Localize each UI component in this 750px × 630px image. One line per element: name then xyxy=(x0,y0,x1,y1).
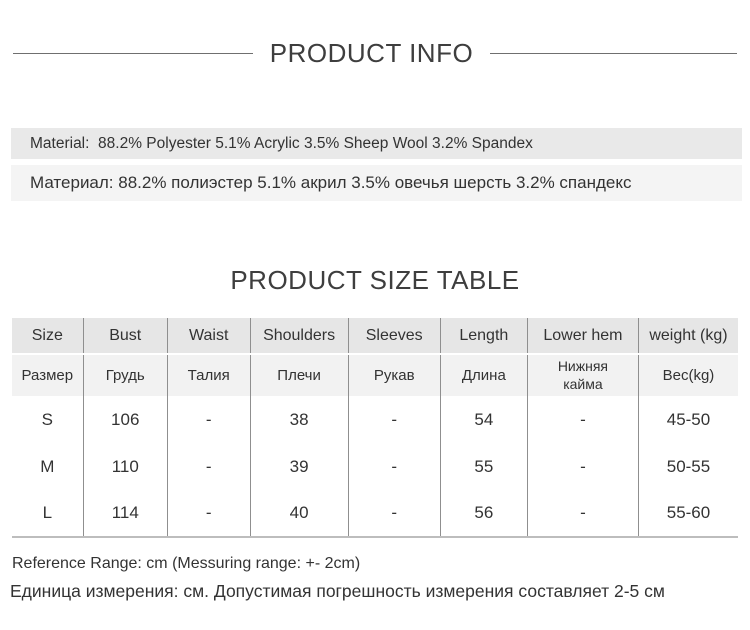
col-header-lowerhem-en: Lower hem xyxy=(526,318,639,355)
col-header-waist-en: Waist xyxy=(166,318,251,355)
title-divider-left xyxy=(13,53,253,54)
cell-weight: 55-60 xyxy=(637,490,738,537)
col-header-bust-en: Bust xyxy=(82,318,168,355)
col-header-sleeves-en: Sleeves xyxy=(347,318,441,355)
size-row-l: L 114 - 40 - 56 - 55-60 xyxy=(12,490,738,537)
cell-size: M xyxy=(12,443,84,490)
size-table-header-ru: Размер Грудь Талия Плечи Рукав Длина Ниж… xyxy=(12,354,738,396)
col-header-weight-en: weight (kg) xyxy=(637,318,738,355)
size-row-s: S 106 - 38 - 54 - 45-50 xyxy=(12,396,738,443)
reference-note-ru: Единица измерения: см. Допустимая погреш… xyxy=(10,581,665,601)
cell-weight: 45-50 xyxy=(637,396,738,443)
cell-size: S xyxy=(12,396,84,443)
col-header-sleeves-ru: Рукав xyxy=(347,354,441,396)
cell-weight: 50-55 xyxy=(637,443,738,490)
product-info-title-row: PRODUCT INFO xyxy=(13,38,737,69)
col-header-lowerhem-ru: Нижняя кайма xyxy=(526,354,639,396)
material-text-en: Material: 88.2% Polyester 5.1% Acrylic 3… xyxy=(11,128,742,159)
size-row-m: M 110 - 39 - 55 - 50-55 xyxy=(12,443,738,490)
cell-waist: - xyxy=(166,490,251,537)
cell-sleeves: - xyxy=(347,396,441,443)
size-table: Size Bust Waist Shoulders Sleeves Length… xyxy=(12,318,738,538)
product-info-title: PRODUCT INFO xyxy=(269,38,474,68)
cell-lowerhem: - xyxy=(526,443,639,490)
col-header-bust-ru: Грудь xyxy=(82,354,168,396)
cell-length: 56 xyxy=(439,490,528,537)
size-table-header-en: Size Bust Waist Shoulders Sleeves Length… xyxy=(12,318,738,355)
cell-length: 54 xyxy=(439,396,528,443)
col-header-shoulders-ru: Плечи xyxy=(249,354,349,396)
cell-sleeves: - xyxy=(347,443,441,490)
cell-shoulders: 39 xyxy=(249,443,349,490)
page-container: PRODUCT INFO Material: 88.2% Polyester 5… xyxy=(0,38,750,602)
col-header-size-ru: Размер xyxy=(12,354,84,396)
cell-lowerhem: - xyxy=(526,490,639,537)
cell-lowerhem: - xyxy=(526,396,639,443)
size-table-title: PRODUCT SIZE TABLE xyxy=(230,265,520,295)
col-header-length-en: Length xyxy=(439,318,528,355)
cell-length: 55 xyxy=(439,443,528,490)
cell-bust: 110 xyxy=(82,443,168,490)
reference-note-en: Reference Range: cm (Messuring range: +-… xyxy=(12,555,361,572)
cell-bust: 106 xyxy=(82,396,168,443)
col-header-size-en: Size xyxy=(12,318,84,355)
col-header-weight-ru: Вес(kg) xyxy=(637,354,738,396)
cell-shoulders: 38 xyxy=(249,396,349,443)
cell-bust: 114 xyxy=(82,490,168,537)
col-header-lowerhem-ru-text: Нижняя кайма xyxy=(557,358,609,392)
col-header-shoulders-en: Shoulders xyxy=(249,318,349,355)
cell-size: L xyxy=(12,490,84,537)
cell-shoulders: 40 xyxy=(249,490,349,537)
cell-waist: - xyxy=(166,396,251,443)
col-header-waist-ru: Талия xyxy=(166,354,251,396)
cell-waist: - xyxy=(166,443,251,490)
title-divider-right xyxy=(490,53,737,54)
material-text-ru: Материал: 88.2% полиэстер 5.1% акрил 3.5… xyxy=(11,165,742,201)
cell-sleeves: - xyxy=(347,490,441,537)
col-header-length-ru: Длина xyxy=(439,354,528,396)
